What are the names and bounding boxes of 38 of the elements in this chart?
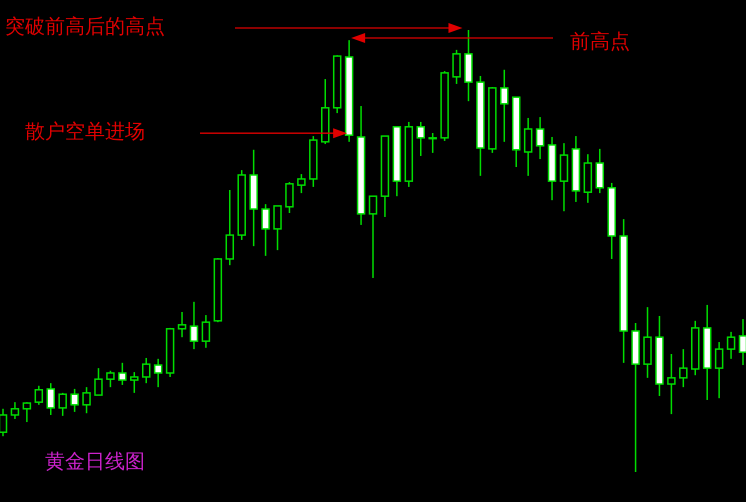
candlestick [368, 195, 378, 279]
candlestick [94, 367, 103, 396]
candlestick [261, 203, 270, 257]
candlestick [10, 401, 20, 420]
candlestick [226, 189, 234, 266]
candlestick [297, 173, 306, 194]
candlestick [190, 301, 198, 350]
candlestick [118, 362, 127, 386]
candlestick [536, 116, 544, 160]
candlestick [82, 386, 91, 414]
candlestick [202, 314, 210, 349]
annotation: 前高点 [570, 30, 630, 53]
candlestick [34, 385, 44, 406]
annotation: 突破前高后的高点 [5, 15, 165, 38]
candlestick [130, 371, 139, 394]
candlestick [679, 348, 688, 388]
candlestick [738, 318, 746, 366]
candlestick [273, 205, 282, 251]
candlestick [142, 357, 150, 384]
candlestick [22, 401, 32, 423]
candlestick [714, 341, 724, 399]
candlestick [416, 121, 425, 157]
candlestick [285, 181, 294, 214]
text: 黄金日线图 [45, 451, 145, 473]
candlestick [46, 382, 55, 416]
candlestick [452, 49, 461, 85]
candlestick [667, 353, 676, 415]
candlestick [178, 311, 186, 338]
candlestick [726, 331, 736, 360]
candlestick [106, 370, 115, 388]
candlestick [154, 358, 162, 388]
candlestick [70, 388, 79, 413]
annotation: 散户空单进场 [25, 121, 145, 143]
candlestick [58, 392, 67, 417]
candlestick [428, 132, 437, 154]
candlestick [0, 408, 8, 437]
candlestick [500, 69, 509, 143]
candlestick [524, 117, 532, 177]
